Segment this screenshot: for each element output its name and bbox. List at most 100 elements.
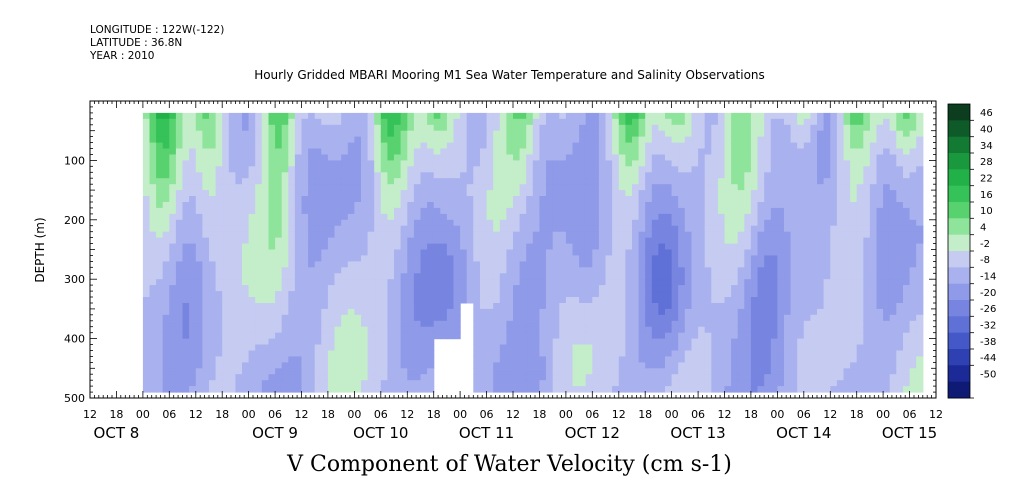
heatmap-cell xyxy=(572,308,580,316)
heatmap-cell xyxy=(532,124,540,132)
heatmap-cell xyxy=(222,314,230,322)
heatmap-cell xyxy=(565,166,574,173)
heatmap-cell xyxy=(559,166,567,173)
heatmap-cell xyxy=(691,124,699,132)
heatmap-cell xyxy=(651,142,659,150)
heatmap-cell xyxy=(513,285,521,292)
heatmap-cell xyxy=(658,332,666,340)
heatmap-cell xyxy=(169,267,177,274)
heatmap-cell xyxy=(777,231,785,239)
heatmap-cell xyxy=(400,160,408,167)
heatmap-cell xyxy=(334,249,342,256)
heatmap-cell xyxy=(691,184,699,191)
heatmap-cell xyxy=(592,332,600,340)
heatmap-cell xyxy=(559,243,567,251)
heatmap-cell xyxy=(493,219,501,227)
heatmap-cell xyxy=(169,231,177,239)
heatmap-cell xyxy=(843,130,851,138)
heatmap-cell xyxy=(764,172,772,179)
heatmap-cell xyxy=(777,386,785,393)
heatmap-cell xyxy=(770,380,778,387)
heatmap-cell xyxy=(453,237,461,245)
heatmap-cell xyxy=(407,196,415,203)
heatmap-cell xyxy=(565,202,574,209)
heatmap-cell xyxy=(579,308,587,316)
heatmap-cell xyxy=(565,178,574,185)
heatmap-cell xyxy=(731,279,739,286)
heatmap-cell xyxy=(539,184,547,191)
heatmap-cell xyxy=(565,380,574,387)
heatmap-cell xyxy=(698,202,706,209)
heatmap-cell xyxy=(552,237,560,245)
heatmap-cell xyxy=(294,207,303,215)
heatmap-cell xyxy=(275,326,283,334)
heatmap-cell xyxy=(156,184,164,191)
heatmap-cell xyxy=(156,338,164,346)
heatmap-cell xyxy=(678,362,686,369)
heatmap-cell xyxy=(592,326,600,334)
heatmap-cell xyxy=(400,231,408,239)
heatmap-cell xyxy=(684,196,692,203)
heatmap-cell xyxy=(427,350,435,357)
heatmap-cell xyxy=(142,320,151,328)
heatmap-cell xyxy=(797,374,805,381)
heatmap-cell xyxy=(651,112,659,120)
heatmap-cell xyxy=(142,207,151,215)
heatmap-cell xyxy=(182,291,190,298)
heatmap-cell xyxy=(632,231,640,239)
heatmap-cell xyxy=(803,178,811,185)
heatmap-cell xyxy=(658,297,666,304)
heatmap-cell xyxy=(836,160,845,167)
heatmap-cell xyxy=(242,338,250,346)
heatmap-cell xyxy=(777,273,785,280)
heatmap-cell xyxy=(480,130,488,138)
heatmap-cell xyxy=(354,303,362,310)
heatmap-cell xyxy=(777,130,785,138)
heatmap-cell xyxy=(248,249,256,256)
heatmap-cell xyxy=(671,172,679,179)
heatmap-cell xyxy=(836,166,845,173)
heatmap-cell xyxy=(539,166,547,173)
heatmap-cell xyxy=(321,368,329,375)
heatmap-cell xyxy=(394,213,402,221)
heatmap-cell xyxy=(784,308,792,316)
heatmap-cell xyxy=(460,231,468,239)
heatmap-cell xyxy=(711,237,719,245)
heatmap-cell xyxy=(347,332,355,340)
heatmap-cell xyxy=(209,196,217,203)
heatmap-cell xyxy=(850,243,858,251)
heatmap-cell xyxy=(585,148,593,155)
heatmap-cell xyxy=(717,297,726,304)
heatmap-cell xyxy=(770,118,778,126)
heatmap-cell xyxy=(407,273,415,280)
heatmap-cell xyxy=(202,207,210,215)
heatmap-cell xyxy=(592,362,600,369)
heatmap-cell xyxy=(288,255,296,262)
heatmap-cell xyxy=(757,148,765,155)
heatmap-cell xyxy=(671,237,679,245)
heatmap-cell xyxy=(691,356,699,363)
heatmap-cell xyxy=(532,178,540,185)
heatmap-cell xyxy=(737,190,745,197)
heatmap-cell xyxy=(466,112,474,120)
heatmap-cell xyxy=(770,207,778,215)
heatmap-cell xyxy=(175,225,184,233)
heatmap-cell xyxy=(493,231,501,239)
heatmap-cell xyxy=(235,225,243,233)
heatmap-cell xyxy=(737,124,745,132)
heatmap-cell xyxy=(810,154,818,161)
heatmap-cell xyxy=(486,326,494,334)
heatmap-cell xyxy=(209,350,217,357)
heatmap-cell xyxy=(519,225,527,233)
heatmap-cell xyxy=(242,172,250,179)
heatmap-cell xyxy=(592,273,600,280)
heatmap-cell xyxy=(427,362,435,369)
heatmap-cell xyxy=(691,243,699,251)
heatmap-cell xyxy=(810,118,818,126)
heatmap-cell xyxy=(209,130,217,138)
heatmap-cell xyxy=(592,231,600,239)
heatmap-cell xyxy=(473,291,481,298)
heatmap-cell xyxy=(592,344,600,351)
heatmap-cell xyxy=(321,380,329,387)
heatmap-cell xyxy=(446,303,455,310)
